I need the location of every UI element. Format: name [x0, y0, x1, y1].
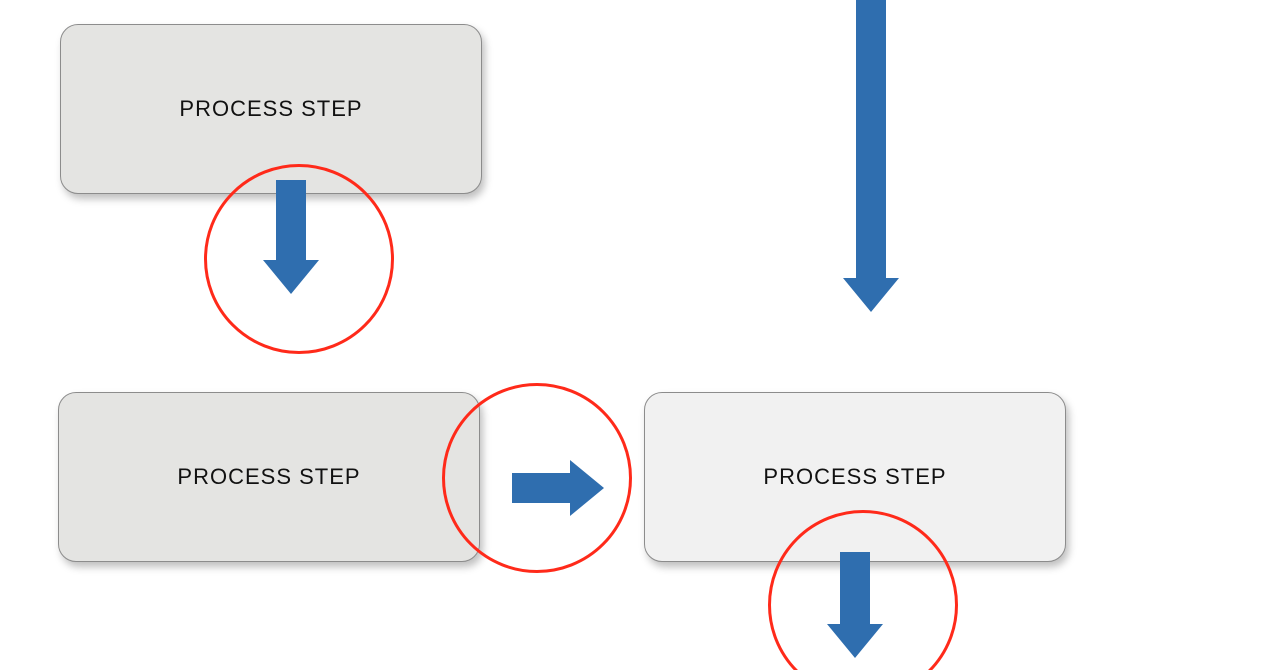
- process-step-box-2: PROCESS STEP: [58, 392, 480, 562]
- highlight-circle-1: [204, 164, 394, 354]
- highlight-circle-2: [442, 383, 632, 573]
- box1-label: PROCESS STEP: [179, 96, 362, 122]
- arrow-down-3: [843, 0, 899, 312]
- box2-label: PROCESS STEP: [177, 464, 360, 490]
- box3-label: PROCESS STEP: [763, 464, 946, 490]
